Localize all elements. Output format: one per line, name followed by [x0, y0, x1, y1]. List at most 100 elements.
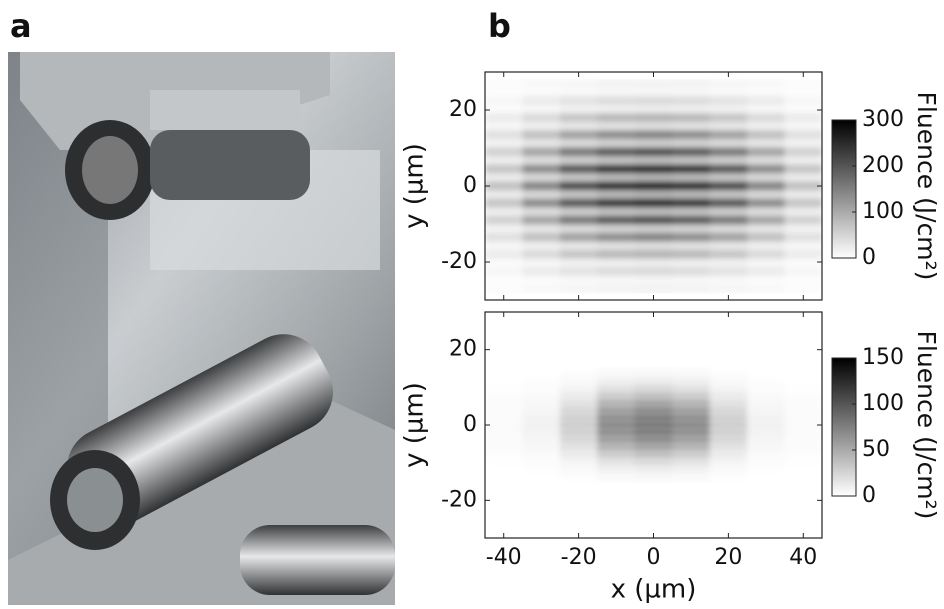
heatmap-cell [634, 468, 673, 473]
heatmap-cell [634, 121, 673, 131]
heatmap-cell [485, 441, 523, 447]
heatmap-cell [634, 453, 673, 458]
heatmap-cell [634, 138, 673, 149]
heatmap-cell [559, 453, 598, 458]
heatmap-cell [747, 475, 786, 481]
heatmap-cell [597, 79, 636, 89]
heatmap-cell [709, 224, 748, 234]
heatmap-cell [522, 130, 561, 140]
heatmap-cell [559, 377, 598, 383]
heatmap-cell [672, 374, 711, 379]
heatmap-cell [559, 445, 598, 450]
heatmap-cell [709, 173, 748, 183]
heatmap-cell [485, 449, 523, 454]
heatmap-cell [597, 396, 636, 402]
heatmap-cell [634, 381, 673, 386]
heatmap-cell [485, 121, 523, 131]
heatmap-cell [485, 250, 523, 260]
heatmap-cell [672, 104, 711, 114]
colorbar [831, 119, 857, 259]
heatmap-cell [597, 434, 636, 439]
heatmap-cell [485, 377, 523, 383]
heatmap-cell [485, 415, 523, 420]
heatmap-cell [672, 438, 711, 443]
heatmap-cell [747, 457, 786, 462]
heatmap-cell [672, 460, 711, 466]
heatmap-cell [747, 404, 786, 409]
heatmap-cell [784, 224, 822, 234]
heatmap-cell [559, 181, 598, 191]
heatmap-cell [709, 438, 748, 443]
heatmap-cell [784, 411, 822, 417]
heatmap-cell [784, 258, 822, 268]
heatmap-cell [634, 460, 673, 466]
heatmap-cell [597, 366, 636, 371]
heatmap-cell [747, 464, 786, 469]
heatmap-cell [709, 441, 748, 447]
x-tick-label: -40 [486, 545, 522, 570]
heatmap-cell [709, 190, 748, 200]
heatmap-cell [559, 423, 598, 428]
heatmap-cell [747, 411, 786, 417]
heatmap-cell [522, 267, 561, 277]
heatmap-cell [634, 181, 673, 191]
heatmap-cell [709, 411, 748, 417]
heatmap-cell [522, 438, 561, 443]
heatmap-cell [634, 400, 673, 405]
heatmap-cell [597, 96, 636, 106]
panel-label: b [488, 7, 511, 45]
heatmap-cell [559, 366, 598, 371]
heatmap-cell [485, 400, 523, 405]
heatmap-cell [522, 215, 561, 225]
heatmap-cell [747, 389, 786, 394]
heatmap-cell [522, 400, 561, 405]
heatmap-cell [747, 215, 786, 225]
colorbar-tick-label: 50 [862, 437, 890, 462]
heatmap-cell [672, 130, 711, 140]
heatmap-cell [522, 464, 561, 469]
heatmap-cell [672, 181, 711, 191]
heatmap-cell [634, 284, 673, 294]
heatmap-cell [784, 121, 822, 131]
heatmap-cell [672, 275, 711, 285]
heatmap-cell [522, 96, 561, 106]
heatmap-cell [522, 479, 561, 484]
heatmap-cell [559, 408, 598, 413]
heatmap-cell [597, 377, 636, 383]
heatmap-cell [485, 404, 523, 409]
heatmap-cell [709, 434, 748, 439]
heatmap-cell [709, 426, 748, 432]
heatmap-cell [784, 408, 822, 413]
heatmap-cell [672, 430, 711, 435]
heatmap-cell [522, 275, 561, 285]
heatmap-cell [522, 460, 561, 466]
heatmap-cell [597, 113, 636, 123]
heatmap-cell [672, 241, 711, 251]
heatmap-cell [634, 441, 673, 447]
heatmap-cell [522, 453, 561, 458]
photo [8, 52, 395, 605]
colorbar-tick-label: 300 [862, 107, 904, 132]
heatmap-cell [634, 464, 673, 469]
y-axis-label: y (µm) [400, 382, 430, 468]
heatmap-cell [634, 404, 673, 409]
heatmap-cell [672, 400, 711, 405]
heatmap-cell [485, 173, 523, 183]
heatmap-cell [747, 453, 786, 458]
heatmap-cell [672, 121, 711, 131]
heatmap-cell [672, 423, 711, 428]
heatmap-cell [522, 445, 561, 450]
heatmap-cell [597, 207, 636, 217]
heatmap-cell [634, 392, 673, 398]
heatmap-cell [634, 87, 673, 97]
heatmap-cell [747, 385, 786, 390]
heatmap-cell [485, 130, 523, 140]
heatmap-cell [747, 96, 786, 106]
y-axis-label: y (µm) [400, 143, 430, 229]
heatmap-cell [522, 147, 561, 157]
heatmap-cell [522, 449, 561, 454]
heatmap-cell [597, 430, 636, 435]
heatmap-cell [672, 445, 711, 450]
heatmap-cell [485, 96, 523, 106]
heatmap-cell [522, 198, 561, 208]
